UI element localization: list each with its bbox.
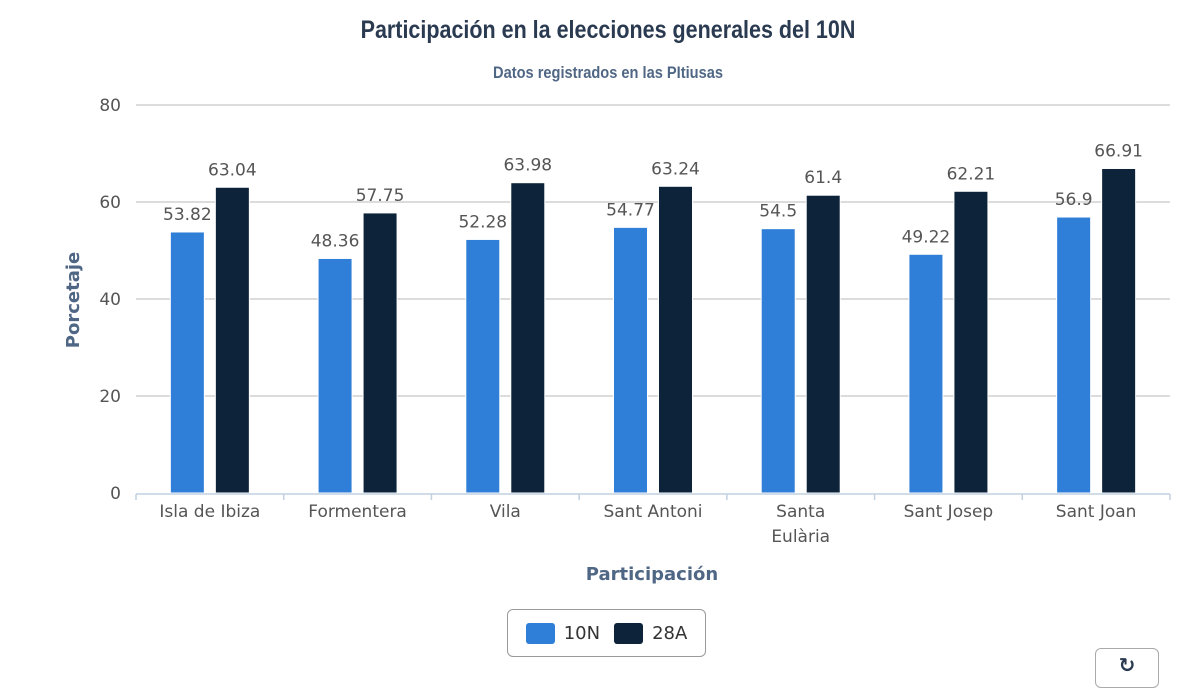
x-tick-label: Isla de Ibiza xyxy=(159,502,260,522)
bar-10n xyxy=(760,228,796,494)
legend-item-28a[interactable]: 28A xyxy=(614,622,688,644)
legend-label: 28A xyxy=(652,622,688,644)
bars xyxy=(169,167,1137,494)
bar-28a xyxy=(510,182,546,494)
x-tick-label: Sant Joan xyxy=(1056,502,1137,522)
y-tick-label: 60 xyxy=(99,193,121,213)
bar-10n xyxy=(169,231,205,494)
y-tick-label: 0 xyxy=(110,484,121,504)
data-label-10n: 54.5 xyxy=(759,202,797,222)
data-label-28a: 57.75 xyxy=(356,186,405,206)
bar-10n xyxy=(465,238,501,494)
data-label-28a: 62.21 xyxy=(947,164,996,184)
legend: 10N 28A xyxy=(507,609,706,657)
data-label-10n: 56.9 xyxy=(1055,190,1093,210)
legend-item-10n[interactable]: 10N xyxy=(525,622,601,644)
refresh-icon: ↻ xyxy=(1118,653,1136,677)
data-label-10n: 49.22 xyxy=(902,227,951,247)
bar-28a xyxy=(214,186,250,494)
bar-28a xyxy=(805,194,841,494)
reset-zoom-button[interactable]: ↻ xyxy=(1095,648,1159,688)
x-tick-label: Sant Antoni xyxy=(603,502,702,522)
x-tick-label: Formentera xyxy=(308,502,407,522)
data-label-28a: 61.4 xyxy=(804,168,842,188)
legend-label: 10N xyxy=(563,622,601,644)
chart-title: Participación en la elecciones generales… xyxy=(360,16,856,44)
x-axis-title: Participación xyxy=(586,564,718,585)
bar-10n xyxy=(613,226,648,494)
data-label-28a: 63.04 xyxy=(208,160,257,180)
bar-10n xyxy=(1056,216,1092,494)
y-axis-title: Porcetaje xyxy=(63,252,84,348)
data-labels: 53.82 48.36 52.28 54.77 54.5 49.22 56.9 63.04 57… xyxy=(163,141,1143,251)
x-tick-label: Eulària xyxy=(771,527,830,547)
y-axis-ticks: 0 20 40 60 80 xyxy=(99,96,121,504)
legend-swatch-10n xyxy=(525,622,555,644)
data-label-10n: 53.82 xyxy=(163,205,212,225)
grid-lines xyxy=(136,104,1170,397)
bar-28a xyxy=(658,185,693,494)
bar-10n xyxy=(317,257,353,494)
legend-swatch-28a xyxy=(614,622,644,644)
bar-28a xyxy=(362,212,398,494)
x-tick-label: Sant Josep xyxy=(904,502,994,522)
data-label-10n: 52.28 xyxy=(458,212,507,232)
bar-28a xyxy=(953,190,989,494)
data-label-28a: 63.98 xyxy=(503,156,552,176)
chart-subtitle: Datos registrados en las PItiusas xyxy=(493,63,723,82)
bar-10n xyxy=(908,253,944,494)
y-tick-label: 20 xyxy=(99,387,121,407)
data-label-10n: 54.77 xyxy=(606,200,655,220)
x-axis: Isla de Ibiza Formentera Vila Sant Antoni Sa… xyxy=(135,493,1171,547)
data-label-10n: 48.36 xyxy=(311,231,360,251)
y-tick-label: 40 xyxy=(99,290,121,310)
data-label-28a: 66.91 xyxy=(1094,141,1143,161)
y-tick-label: 80 xyxy=(99,96,121,116)
x-tick-label: Vila xyxy=(490,502,521,522)
bar-28a xyxy=(1101,167,1137,494)
data-label-28a: 63.24 xyxy=(651,159,700,179)
x-tick-label: Santa xyxy=(776,502,825,522)
